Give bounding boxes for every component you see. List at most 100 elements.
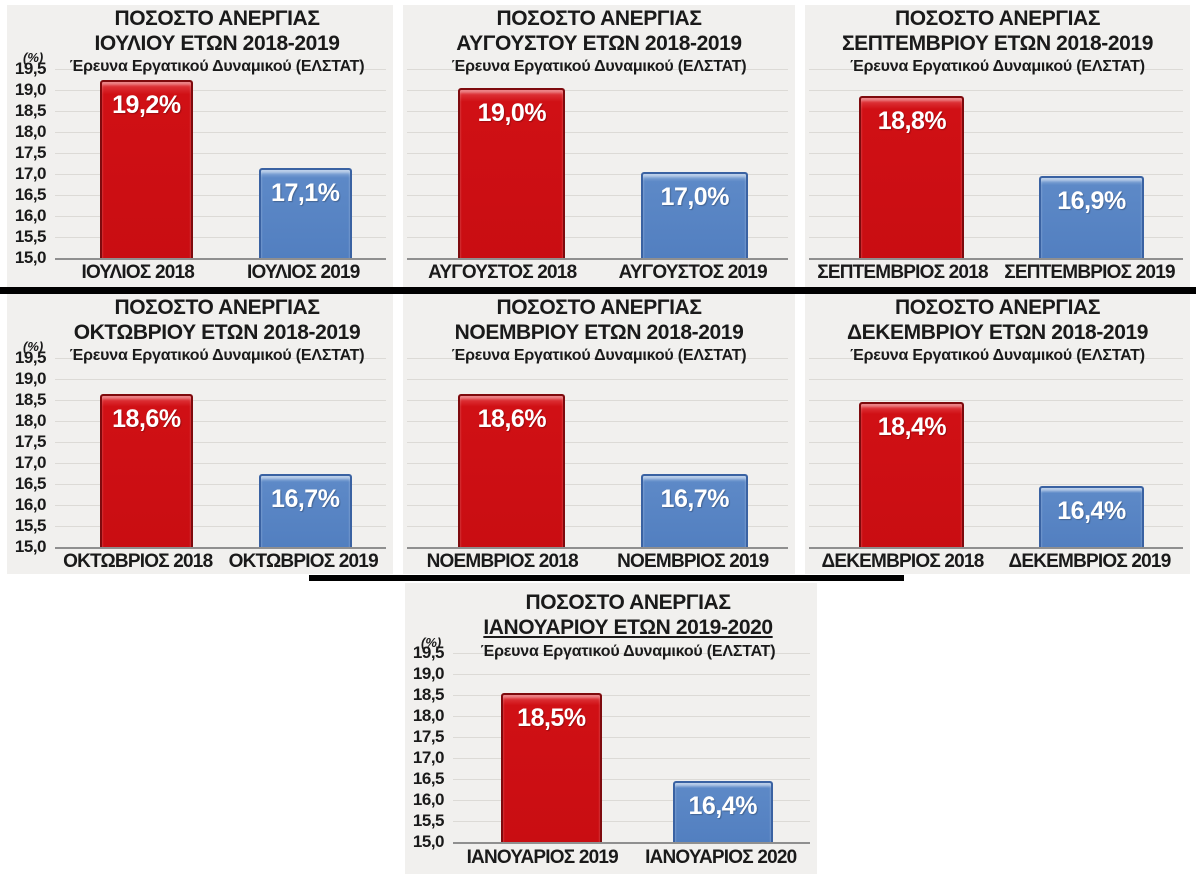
y-tick-label: 15,5 — [412, 811, 445, 830]
y-tick-label: 18,0 — [14, 411, 47, 430]
plot-area: 19,0% 17,0% — [407, 69, 788, 260]
y-tick-label: 15,5 — [14, 227, 47, 246]
y-tick-label: 17,0 — [14, 164, 47, 183]
chart-period-title: ΟΚΤΩΒΡΙΟΥ ΕΤΩΝ 2018-2019 — [73, 321, 361, 344]
chart-period-title: ΙΟΥΛΙΟΥ ΕΤΩΝ 2018-2019 — [94, 32, 340, 55]
chart-source-subtitle: Έρευνα Εργατικού Δυναμικού (ΕΛΣΤΑΤ) — [850, 347, 1145, 364]
chart-title: ΠΟΣΟΣΤΟ ΑΝΕΡΓΙΑΣ — [114, 7, 320, 30]
y-tick-label: 16,5 — [412, 769, 445, 788]
chart-title: ΠΟΣΟΣΤΟ ΑΝΕΡΓΙΑΣ — [114, 296, 320, 319]
category-label: ΔΕΚΕΜΒΡΙΟΣ 2018 — [821, 551, 985, 572]
bar-value-label: 17,1% — [271, 178, 340, 207]
x-axis-labels: ΣΕΠΤΕΜΒΡΙΟΣ 2018 ΣΕΠΤΕΜΒΡΙΟΣ 2019 — [809, 262, 1183, 284]
y-tick-label: 17,5 — [412, 727, 445, 746]
bar-2020: 16,4% — [672, 781, 773, 842]
y-axis: 19,5 19,0 18,5 18,0 17,5 17,0 16,5 16,0 15,5 15,0 — [405, 644, 447, 851]
category-label: ΙΑΝΟΥΑΡΙΟΣ 2020 — [645, 847, 797, 868]
y-tick-label: 15,5 — [14, 516, 47, 535]
y-tick-label: 15,0 — [14, 537, 47, 556]
category-label: ΑΥΓΟΥΣΤΟΣ 2019 — [618, 262, 768, 283]
y-tick-label: 19,0 — [14, 369, 47, 388]
chart-source-subtitle: Έρευνα Εργατικού Δυναμικού (ΕΛΣΤΑΤ) — [451, 347, 747, 364]
y-tick-label: 18,5 — [412, 685, 445, 704]
plot-area: 18,5% 16,4% — [453, 653, 810, 844]
bar-value-label: 19,2% — [112, 90, 181, 119]
chart-july-2018-2019: ΠΟΣΟΣΤΟ ΑΝΕΡΓΙΑΣ ΙΟΥΛΙΟΥ ΕΤΩΝ 2018-2019 … — [7, 5, 393, 287]
plot-area: 18,6% 16,7% — [55, 358, 386, 549]
category-label: ΙΟΥΛΙΟΣ 2019 — [246, 262, 360, 283]
bar-2019: 16,7% — [258, 473, 352, 547]
bar-2019: 16,9% — [1039, 176, 1144, 258]
y-tick-label: 16,0 — [14, 206, 47, 225]
y-axis-unit-label: (%) — [23, 339, 44, 354]
y-tick-label: 15,0 — [412, 832, 445, 851]
y-axis-unit-label: (%) — [421, 635, 442, 650]
bar-value-label: 16,7% — [660, 484, 730, 513]
x-axis-labels: ΙΑΝΟΥΑΡΙΟΣ 2019 ΙΑΝΟΥΑΡΙΟΣ 2020 — [453, 847, 810, 869]
chart-source-subtitle: Έρευνα Εργατικού Δυναμικού (ΕΛΣΤΑΤ) — [69, 347, 365, 364]
bar-value-label: 18,6% — [112, 404, 181, 433]
bar-2019: 18,5% — [501, 693, 602, 842]
chart-title: ΠΟΣΟΣΤΟ ΑΝΕΡΓΙΑΣ — [496, 7, 702, 30]
y-tick-label: 16,0 — [14, 495, 47, 514]
chart-period-title: ΙΑΝΟΥΑΡΙΟΥ ΕΤΩΝ 2019-2020 — [483, 616, 773, 639]
chart-august-2018-2019: ΠΟΣΟΣΤΟ ΑΝΕΡΓΙΑΣ ΑΥΓΟΥΣΤΟΥ ΕΤΩΝ 2018-201… — [403, 5, 795, 287]
bar-2019: 16,7% — [641, 473, 749, 547]
bar-2018: 18,6% — [99, 393, 194, 547]
chart-title: ΠΟΣΟΣΤΟ ΑΝΕΡΓΙΑΣ — [894, 7, 1101, 30]
category-label: ΝΟΕΜΒΡΙΟΣ 2018 — [426, 551, 579, 572]
y-tick-label: 16,5 — [14, 185, 47, 204]
chart-september-2018-2019: ΠΟΣΟΣΤΟ ΑΝΕΡΓΙΑΣ ΣΕΠΤΕΜΒΡΙΟΥ ΕΤΩΝ 2018-2… — [805, 5, 1190, 287]
row-divider-line — [0, 287, 1196, 294]
plot-area: 19,2% 17,1% — [55, 69, 386, 260]
bar-value-label: 18,8% — [877, 107, 947, 136]
bar-2018: 19,0% — [458, 88, 566, 258]
bar-2019: 16,4% — [1039, 486, 1144, 547]
y-tick-label: 18,0 — [412, 706, 445, 725]
y-tick-label: 19,5 — [14, 59, 47, 78]
y-tick-label: 19,5 — [412, 643, 445, 662]
category-label: ΝΟΕΜΒΡΙΟΣ 2019 — [617, 551, 769, 572]
bar-value-label: 16,4% — [1057, 497, 1126, 526]
y-tick-label: 17,5 — [14, 432, 47, 451]
bar-2019: 17,1% — [258, 167, 352, 258]
bar-2018: 18,4% — [859, 402, 965, 547]
category-label: ΣΕΠΤΕΜΒΡΙΟΣ 2018 — [817, 262, 988, 283]
bar-value-label: 16,4% — [688, 792, 758, 821]
chart-source-subtitle: Έρευνα Εργατικού Δυναμικού (ΕΛΣΤΑΤ) — [850, 58, 1145, 75]
bar-2019: 17,0% — [641, 172, 749, 258]
chart-october-2018-2019: ΠΟΣΟΣΤΟ ΑΝΕΡΓΙΑΣ ΟΚΤΩΒΡΙΟΥ ΕΤΩΝ 2018-201… — [7, 294, 393, 574]
bar-2018: 18,8% — [859, 96, 965, 258]
chart-source-subtitle: Έρευνα Εργατικού Δυναμικού (ΕΛΣΤΑΤ) — [69, 58, 365, 75]
y-tick-label: 19,0 — [14, 80, 47, 99]
plot-area: 18,8% 16,9% — [809, 69, 1183, 260]
y-tick-label: 17,5 — [14, 143, 47, 162]
y-tick-label: 17,0 — [412, 748, 445, 767]
category-label: ΙΟΥΛΙΟΣ 2018 — [81, 262, 195, 283]
y-tick-label: 18,0 — [14, 122, 47, 141]
y-tick-label: 19,0 — [412, 664, 445, 683]
y-axis-unit-label: (%) — [23, 50, 44, 65]
chart-period-title: ΔΕΚΕΜΒΡΙΟΥ ΕΤΩΝ 2018-2019 — [846, 321, 1149, 344]
x-axis-labels: ΔΕΚΕΜΒΡΙΟΣ 2018 ΔΕΚΕΜΒΡΙΟΣ 2019 — [809, 551, 1183, 573]
row-divider-line — [309, 575, 904, 581]
bar-value-label: 18,5% — [517, 704, 586, 732]
bar-value-label: 17,0% — [660, 183, 730, 211]
category-label: ΟΚΤΩΒΡΙΟΣ 2018 — [63, 551, 213, 572]
plot-area: 18,4% 16,4% — [809, 358, 1183, 549]
chart-december-2018-2019: ΠΟΣΟΣΤΟ ΑΝΕΡΓΙΑΣ ΔΕΚΕΜΒΡΙΟΥ ΕΤΩΝ 2018-20… — [805, 294, 1190, 574]
chart-period-title: ΝΟΕΜΒΡΙΟΥ ΕΤΩΝ 2018-2019 — [454, 321, 744, 344]
y-tick-label: 16,0 — [412, 790, 445, 809]
bar-value-label: 19,0% — [477, 99, 547, 127]
chart-source-subtitle: Έρευνα Εργατικού Δυναμικού (ΕΛΣΤΑΤ) — [480, 643, 776, 660]
category-label: ΙΑΝΟΥΑΡΙΟΣ 2019 — [466, 847, 619, 868]
chart-title: ΠΟΣΟΣΤΟ ΑΝΕΡΓΙΑΣ — [525, 591, 731, 614]
y-tick-label: 19,5 — [14, 348, 47, 367]
chart-january-2019-2020: ΠΟΣΟΣΤΟ ΑΝΕΡΓΙΑΣ ΙΑΝΟΥΑΡΙΟΥ ΕΤΩΝ 2019-20… — [405, 583, 817, 874]
bar-2018: 19,2% — [99, 79, 194, 258]
x-axis-labels: ΑΥΓΟΥΣΤΟΣ 2018 ΑΥΓΟΥΣΤΟΣ 2019 — [407, 262, 788, 284]
y-tick-label: 17,0 — [14, 453, 47, 472]
category-label: ΔΕΚΕΜΒΡΙΟΣ 2019 — [1008, 551, 1172, 572]
chart-title: ΠΟΣΟΣΤΟ ΑΝΕΡΓΙΑΣ — [496, 296, 702, 319]
